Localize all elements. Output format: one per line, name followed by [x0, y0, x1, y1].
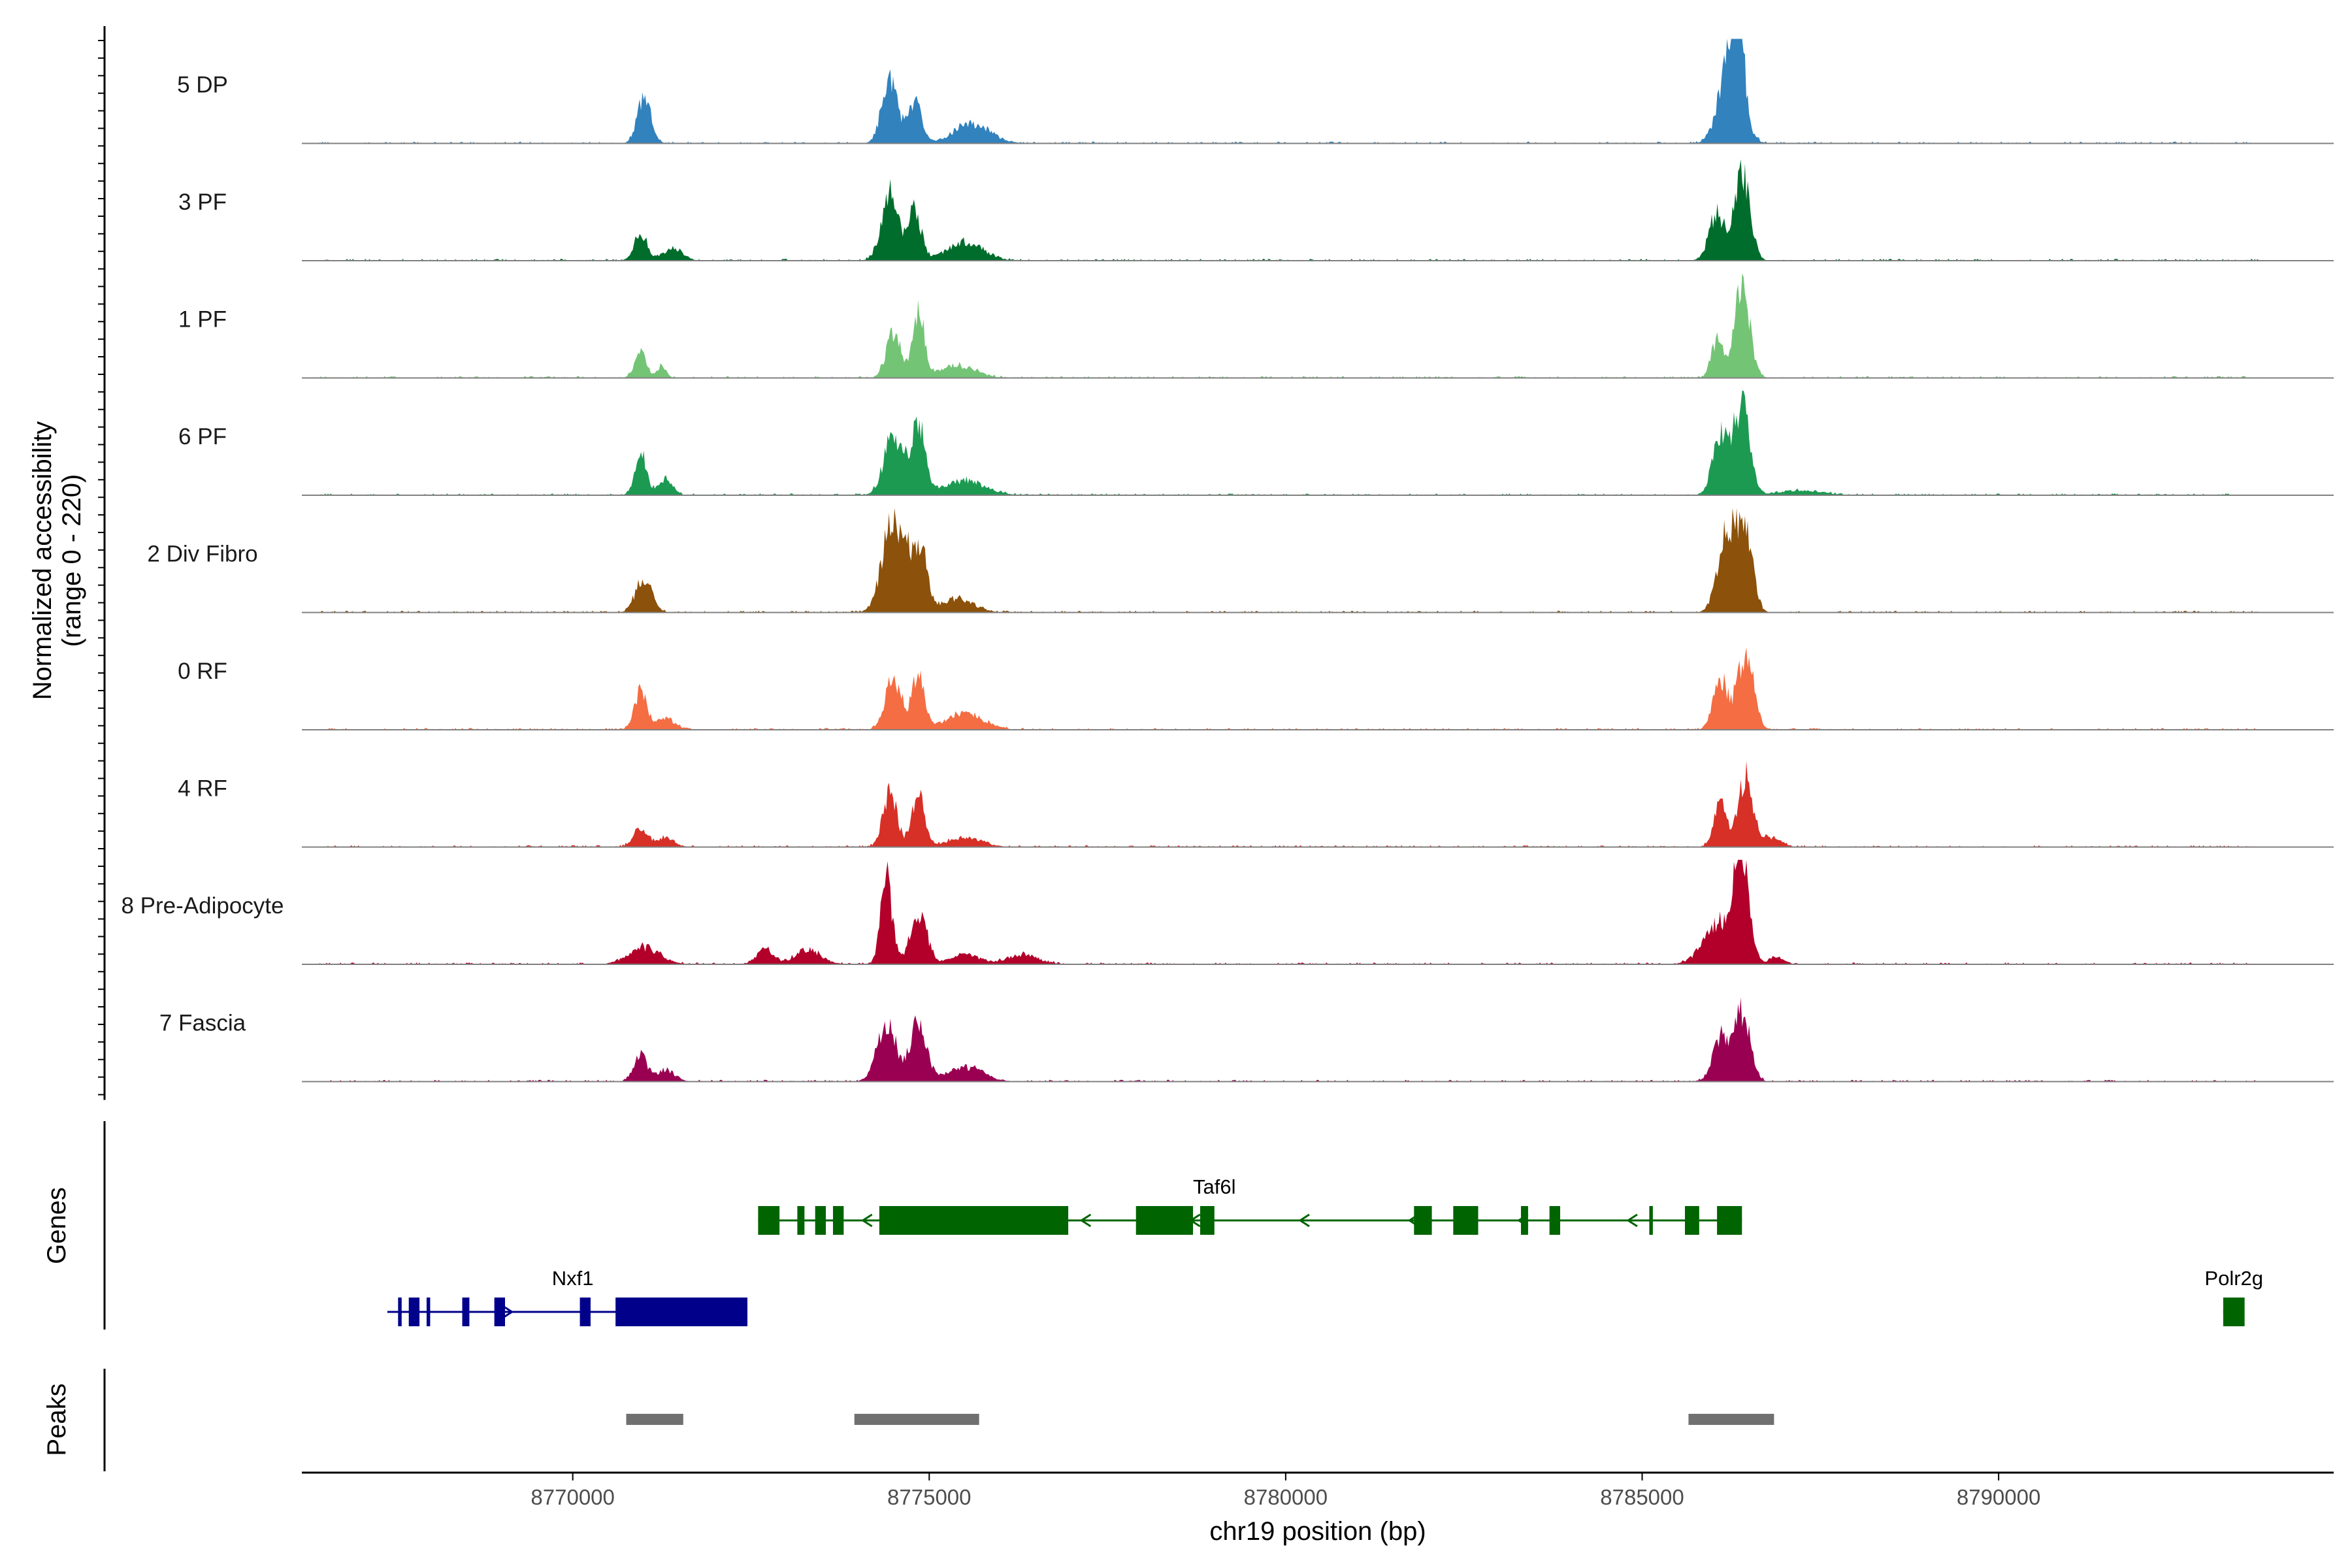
track-label: 2 Div Fibro	[147, 542, 257, 567]
track-4-rf: 4 RF	[178, 760, 2334, 848]
x-tick-label: 8790000	[1957, 1485, 2040, 1509]
coverage-area	[319, 159, 2259, 261]
y-axis-title: Normalized accessibility	[28, 421, 57, 700]
exon	[1684, 1206, 1699, 1235]
gene-label: Taf6l	[1193, 1175, 1235, 1198]
y-axis-range-label: (range 0 - 220)	[57, 474, 86, 647]
x-tick-label: 8775000	[887, 1485, 971, 1509]
track-8-pre-adipocyte: 8 Pre-Adipocyte	[121, 860, 2334, 965]
exon	[1521, 1206, 1528, 1235]
exon	[832, 1206, 844, 1235]
peak-region-track: Peaks	[42, 1369, 1774, 1471]
gene-label: Polr2g	[2204, 1267, 2263, 1290]
coverage-area	[319, 647, 2259, 730]
exon	[615, 1298, 748, 1326]
exon	[1414, 1206, 1432, 1235]
exon	[797, 1206, 805, 1235]
track-label: 7 Fascia	[159, 1011, 246, 1036]
exon	[1135, 1206, 1194, 1235]
x-tick-label: 8780000	[1244, 1485, 1328, 1509]
exon	[1649, 1206, 1653, 1235]
peak-region	[626, 1414, 683, 1425]
track-5-dp: 5 DP	[177, 39, 2334, 144]
gene-annotation-track: Genes Taf6l Nxf1 Polr2g	[42, 1121, 2263, 1330]
strand-arrow	[1298, 1213, 1310, 1228]
x-axis: chr19 position (bp) 8770000 8775000 878000…	[302, 1471, 2334, 1546]
track-label: 3 PF	[178, 189, 227, 215]
genes-track-title: Genes	[42, 1187, 71, 1264]
track-1-pf: 1 PF	[178, 273, 2334, 379]
track-label: 5 DP	[177, 73, 228, 98]
coverage-area	[319, 391, 2259, 495]
coverage-area	[319, 760, 2259, 847]
exon	[408, 1298, 420, 1326]
track-2-div-fibro: 2 Div Fibro	[147, 508, 2334, 613]
strand-arrow	[1626, 1213, 1638, 1228]
coverage-area	[319, 39, 2259, 144]
track-0-rf: 0 RF	[178, 647, 2334, 730]
track-label: 4 RF	[178, 776, 227, 802]
track-label: 8 Pre-Adipocyte	[121, 893, 284, 919]
track-label: 0 RF	[178, 659, 227, 684]
x-axis-title: chr19 position (bp)	[1209, 1517, 1426, 1546]
y-axis: Normalized accessibility (range 0 - 220)	[28, 26, 106, 1100]
peak-region	[854, 1414, 979, 1425]
gene-nxf1: Nxf1	[387, 1267, 748, 1326]
exon	[426, 1298, 431, 1326]
exon	[580, 1298, 591, 1326]
exon	[1200, 1206, 1215, 1235]
strand-arrow	[1079, 1213, 1092, 1228]
track-label: 6 PF	[178, 424, 227, 449]
gene-label: Nxf1	[552, 1267, 594, 1290]
exon	[1549, 1206, 1561, 1235]
exon	[462, 1298, 470, 1326]
coverage-tracks: 5 DP 3 PF 1 PF 6 PF 2 Div Fibro 0 RF 4 RF 8 Pre…	[121, 39, 2334, 1083]
x-tick-label: 8770000	[531, 1485, 614, 1509]
exon	[2223, 1298, 2245, 1326]
track-7-fascia: 7 Fascia	[159, 997, 2334, 1083]
gene-taf6l: Taf6l	[758, 1175, 1742, 1235]
peak-region	[1688, 1414, 1774, 1425]
exon	[398, 1298, 402, 1326]
peaks-track-title: Peaks	[42, 1383, 71, 1456]
coverage-area	[319, 997, 2259, 1082]
strand-arrow	[860, 1213, 873, 1228]
coverage-area	[319, 508, 2259, 613]
exon	[815, 1206, 826, 1235]
exon	[1717, 1206, 1742, 1235]
exon	[1453, 1206, 1478, 1235]
exon	[494, 1298, 505, 1326]
x-tick-label: 8785000	[1600, 1485, 1684, 1509]
track-6-pf: 6 PF	[178, 391, 2334, 496]
strand-arrow	[502, 1305, 514, 1319]
track-3-pf: 3 PF	[178, 159, 2334, 261]
gene-polr2g: Polr2g	[2204, 1267, 2263, 1326]
track-label: 1 PF	[178, 307, 227, 333]
coverage-area	[319, 273, 2259, 378]
exon	[879, 1206, 1069, 1235]
coverage-area	[319, 860, 2259, 964]
exon	[758, 1206, 780, 1235]
